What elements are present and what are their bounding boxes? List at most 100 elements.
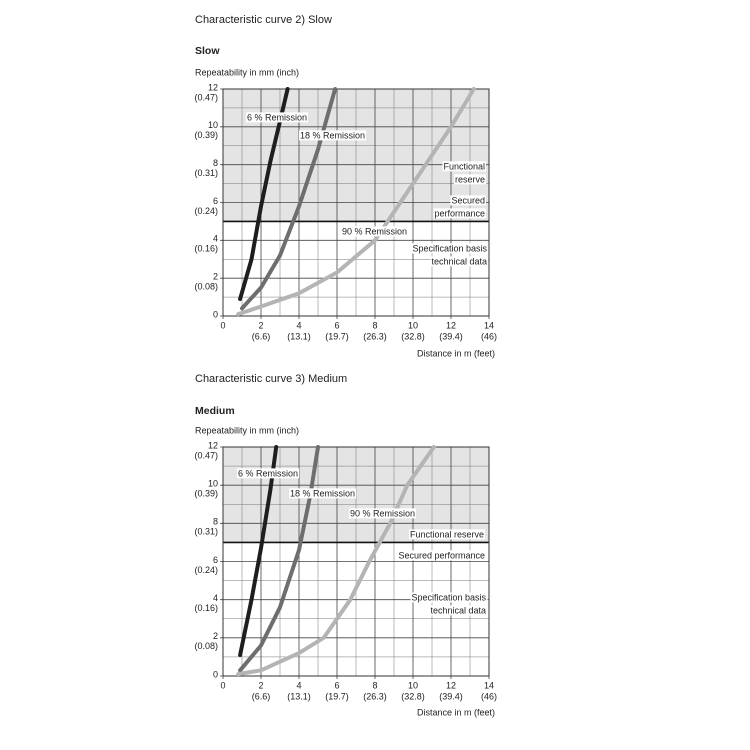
- zone-annotation: technical data: [430, 605, 486, 615]
- x-tick-label: 0: [220, 320, 225, 330]
- chart-heading: Characteristic curve 2) Slow: [195, 14, 332, 26]
- x-tick-label: 4: [296, 320, 301, 330]
- x-tick-sublabel: (32.8): [401, 691, 425, 701]
- label-background: [397, 550, 486, 561]
- zone-annotation: technical data: [431, 256, 487, 266]
- label-background: [442, 161, 486, 172]
- chart-heading: Characteristic curve 3) Medium: [195, 373, 347, 385]
- x-tick-label: 2: [258, 320, 263, 330]
- x-tick-label: 12: [446, 680, 456, 690]
- label-background: [429, 605, 487, 616]
- series-label: 18 % Remission: [290, 488, 355, 498]
- x-tick-sublabel: (46): [481, 331, 497, 341]
- y-tick-label: 4: [213, 593, 218, 603]
- label-background: [349, 508, 417, 519]
- y-tick-label: 12: [208, 440, 218, 450]
- label-background: [433, 208, 486, 219]
- curve: [236, 87, 476, 317]
- y-tick-sublabel: (0.24): [194, 565, 218, 575]
- label-background: [289, 488, 357, 499]
- y-tick-sublabel: (0.08): [194, 282, 218, 292]
- label-background: [453, 174, 486, 185]
- y-tick-sublabel: (0.16): [194, 244, 218, 254]
- y-tick-label: 10: [208, 479, 218, 489]
- series-label: 90 % Remission: [342, 226, 407, 236]
- y-tick-label: 12: [208, 82, 218, 92]
- series-label: 18 % Remission: [300, 130, 365, 140]
- series-label: 6 % Remission: [247, 112, 307, 122]
- y-tick-label: 6: [213, 196, 218, 206]
- x-tick-label: 10: [408, 680, 418, 690]
- y-tick-sublabel: (0.39): [194, 130, 218, 140]
- y-tick-label: 0: [213, 669, 218, 679]
- y-tick-sublabel: (0.31): [194, 527, 218, 537]
- y-tick-label: 8: [213, 158, 218, 168]
- y-tick-label: 2: [213, 272, 218, 282]
- plot-frame: [222, 88, 490, 317]
- x-tick-label: 14: [484, 680, 494, 690]
- y-tick-sublabel: (0.47): [194, 92, 218, 102]
- x-tick-sublabel: (6.6): [252, 331, 271, 341]
- y-tick-sublabel: (0.08): [194, 641, 218, 651]
- label-background: [299, 130, 367, 141]
- x-tick-label: 8: [372, 320, 377, 330]
- series-label: 6 % Remission: [238, 468, 298, 478]
- zone-annotation: Specification basis: [412, 243, 487, 253]
- zone-annotation: performance: [434, 208, 485, 218]
- label-background: [450, 195, 486, 206]
- curve: [238, 445, 320, 673]
- y-tick-label: 6: [213, 555, 218, 565]
- y-axis-label: Repeatability in mm (inch): [195, 425, 299, 435]
- x-tick-sublabel: (26.3): [363, 331, 387, 341]
- x-tick-sublabel: (32.8): [401, 331, 425, 341]
- chart: Characteristic curve 2) Slow Slow Repeatab…: [194, 14, 497, 358]
- x-tick-sublabel: (46): [481, 691, 497, 701]
- x-tick-sublabel: (6.6): [252, 691, 271, 701]
- zone-annotation: Secured: [451, 195, 485, 205]
- series-label: 90 % Remission: [350, 508, 415, 518]
- zone-annotation: Functional reserve: [410, 529, 484, 539]
- x-tick-sublabel: (39.4): [439, 691, 463, 701]
- y-tick-sublabel: (0.16): [194, 603, 218, 613]
- x-tick-label: 6: [334, 680, 339, 690]
- zone-annotation: Secured performance: [398, 550, 485, 560]
- chart: Characteristic curve 3) Medium Medium Repe…: [194, 373, 497, 717]
- zone-annotation: Specification basis: [411, 592, 486, 602]
- x-axis-label: Distance in m (feet): [417, 348, 495, 358]
- x-tick-label: 8: [372, 680, 377, 690]
- plot-frame: [222, 446, 490, 677]
- x-tick-label: 10: [408, 320, 418, 330]
- x-axis-label: Distance in m (feet): [417, 707, 495, 717]
- x-tick-label: 0: [220, 680, 225, 690]
- y-tick-sublabel: (0.39): [194, 489, 218, 499]
- label-background: [341, 226, 409, 237]
- x-tick-label: 4: [296, 680, 301, 690]
- x-tick-sublabel: (26.3): [363, 691, 387, 701]
- x-tick-sublabel: (13.1): [287, 331, 311, 341]
- y-axis-label: Repeatability in mm (inch): [195, 67, 299, 77]
- y-tick-sublabel: (0.24): [194, 206, 218, 216]
- zone-annotation: Functional: [443, 161, 485, 171]
- chart-title: Medium: [195, 405, 235, 417]
- x-tick-label: 12: [446, 320, 456, 330]
- x-tick-sublabel: (13.1): [287, 691, 311, 701]
- label-background: [408, 529, 485, 540]
- y-tick-label: 4: [213, 234, 218, 244]
- label-background: [411, 243, 489, 254]
- zone-annotation: reserve: [455, 174, 485, 184]
- x-tick-label: 2: [258, 680, 263, 690]
- x-tick-label: 14: [484, 320, 494, 330]
- y-tick-label: 10: [208, 120, 218, 130]
- x-tick-label: 6: [334, 320, 339, 330]
- y-tick-sublabel: (0.47): [194, 450, 218, 460]
- label-background: [237, 468, 300, 479]
- x-tick-sublabel: (39.4): [439, 331, 463, 341]
- curve: [236, 445, 436, 677]
- label-background: [430, 256, 488, 267]
- y-tick-label: 2: [213, 631, 218, 641]
- y-tick-sublabel: (0.31): [194, 168, 218, 178]
- chart-title: Slow: [195, 45, 220, 57]
- x-tick-sublabel: (19.7): [325, 331, 349, 341]
